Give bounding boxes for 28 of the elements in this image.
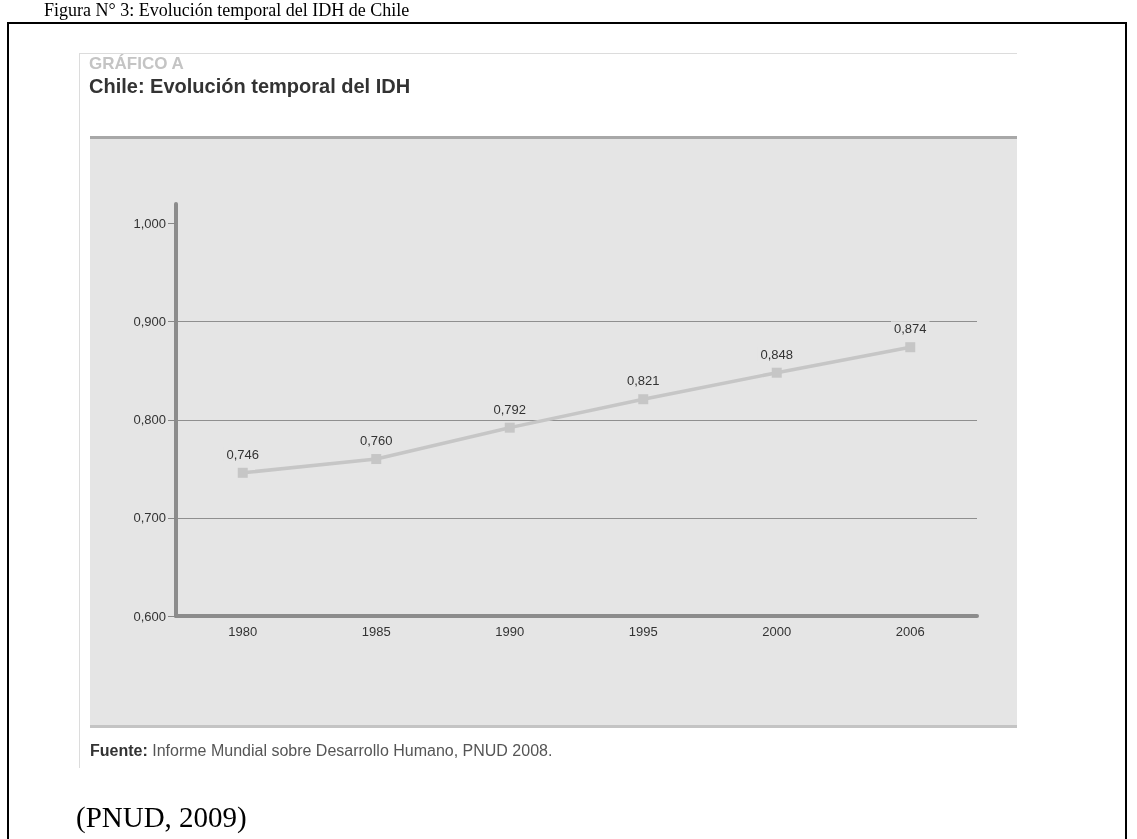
y-tick-label: 1,000 [133, 216, 166, 232]
data-label: 0,874 [893, 321, 927, 337]
x-tick-label: 1995 [628, 624, 658, 639]
y-tick-label: 0,900 [133, 314, 166, 330]
y-tick-label: 0,600 [133, 608, 166, 624]
point [504, 422, 515, 433]
point [371, 454, 382, 465]
text: GRÁFICO A [89, 54, 184, 74]
x-tick-label: 2006 [895, 624, 925, 639]
source-note: Fuente: Informe Mundial sobre Desarrollo Humano, PNUD 2008. [90, 742, 553, 759]
point [905, 342, 916, 353]
text: Figura N° 3: Evolución temporal del IDH de Chile [44, 0, 410, 21]
point [638, 394, 649, 405]
point [771, 367, 782, 378]
x-tick-label: 1980 [228, 624, 258, 639]
x-tick-label: 1990 [495, 624, 525, 639]
data-label: 0,821 [626, 373, 660, 389]
data-label: 0,792 [493, 401, 527, 417]
data-label: 0,746 [226, 446, 260, 462]
point [237, 467, 248, 478]
y-tick-label: 0,700 [133, 510, 166, 526]
data-label: 0,760 [359, 433, 393, 449]
y-tick-label: 0,800 [133, 412, 166, 428]
chart-title: Chile: Evolución temporal del IDH [89, 75, 411, 98]
text: (PNUD, 2009) [76, 801, 247, 835]
x-tick-label: 1985 [361, 624, 391, 639]
x-tick-label: 2000 [762, 624, 792, 639]
data-label: 0,848 [760, 346, 794, 362]
